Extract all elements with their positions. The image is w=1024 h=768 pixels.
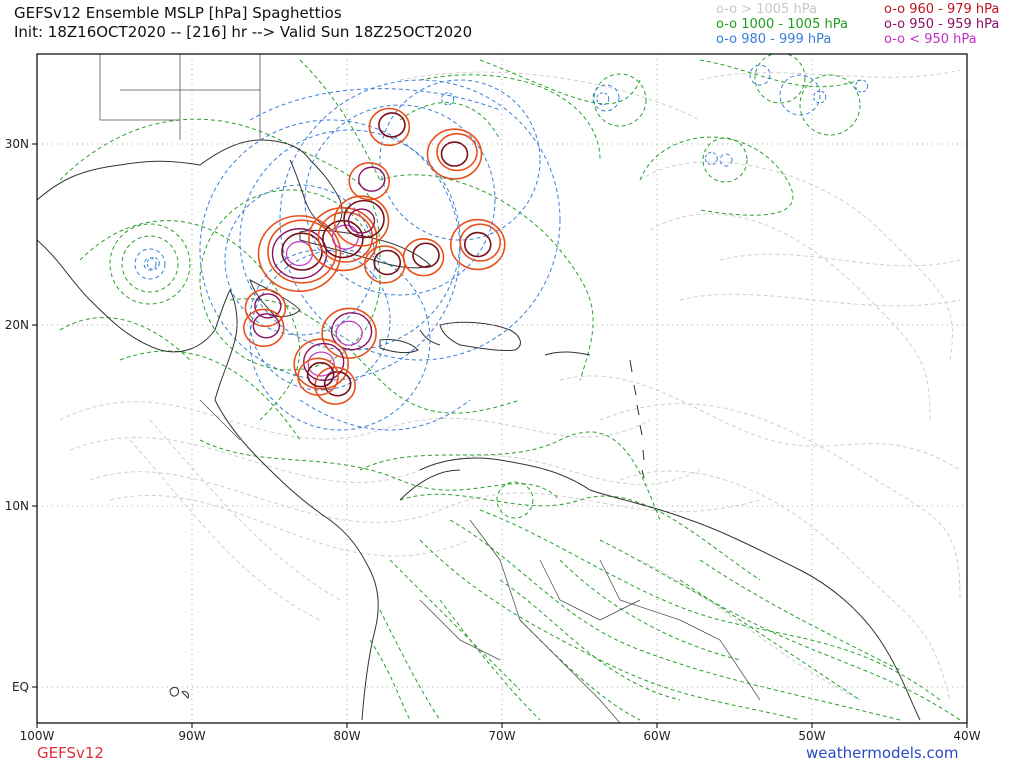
storm-ring-orange [348, 162, 391, 201]
storm-ring-purple [330, 312, 373, 351]
legend-item-960-979: o-o 960 - 979 hPa [884, 2, 1000, 17]
low-center-ring [813, 90, 827, 104]
storm-ring-dark [440, 141, 469, 167]
storm-ring-purple [347, 208, 376, 234]
lon-label-40w: 40W [953, 729, 980, 743]
storm-ring-orange [402, 238, 445, 277]
green-rings [109, 54, 861, 519]
storm-ring-purple [254, 293, 282, 319]
storm-ring-purple [271, 228, 328, 280]
storm-ring-magenta [307, 351, 335, 377]
storm-ring-dark [463, 231, 492, 258]
site-link[interactable]: weathermodels.com [806, 744, 959, 762]
legend-item-lt950: o-o < 950 hPa [884, 32, 977, 47]
lon-label-90w: 90W [178, 729, 205, 743]
storm-ring-orange [243, 308, 285, 348]
lon-label-50w: 50W [798, 729, 825, 743]
coastlines [37, 139, 921, 721]
map-title: GEFSv12 Ensemble MSLP [hPa] Spaghettios [14, 4, 342, 22]
storm-circles [146, 79, 869, 405]
legend-item-980-999: o-o 980 - 999 hPa [716, 32, 832, 47]
lat-label-10n: 10N [5, 499, 29, 513]
storm-ring-dark [373, 249, 402, 276]
storm-ring-purple [358, 166, 386, 192]
lon-label-80w: 80W [333, 729, 360, 743]
storm-ring-purple [252, 313, 281, 339]
storm-ring-orange [368, 107, 411, 147]
storm-ring-orange [267, 219, 337, 284]
low-center-ring [146, 256, 160, 270]
model-name: GEFSv12 [37, 744, 104, 762]
low-center-ring [596, 92, 610, 106]
lon-label-70w: 70W [488, 729, 515, 743]
storm-ring-purple [303, 342, 345, 382]
storm-ring-magenta [335, 320, 363, 346]
low-center-ring [855, 79, 869, 93]
legend-item-1000-1005: o-o 1000 - 1005 hPa [716, 17, 848, 32]
legend-item-950-959: o-o 950 - 959 hPa [884, 17, 1000, 32]
storm-ring-orange [436, 132, 478, 172]
storm-ring-orange [321, 307, 377, 359]
legend-right: o-o 960 - 979 hPa o-o 950 - 959 hPa o-o … [884, 2, 999, 47]
storm-ring-orange [297, 357, 339, 396]
tick-marks [32, 143, 968, 728]
storm-ring-orange [244, 288, 287, 328]
storm-ring-orange [308, 207, 378, 272]
lon-label-100w: 100W [20, 729, 55, 743]
lesser-antilles [169, 359, 645, 699]
storm-ring-dark [322, 219, 364, 259]
low-center-ring [441, 92, 455, 106]
storm-ring-orange [257, 215, 342, 293]
storm-ring-dark [412, 242, 440, 268]
storm-ring-dark [378, 112, 406, 138]
lat-label-20n: 20N [5, 318, 29, 332]
storm-ring-orange [293, 338, 350, 390]
storm-ring-orange [449, 218, 506, 271]
legend-left: o-o > 1005 hPa o-o 1000 - 1005 hPa o-o 9… [716, 2, 848, 47]
map-subtitle: Init: 18Z16OCT2020 -- [216] hr --> Valid… [14, 23, 473, 41]
storm-ring-dark [343, 199, 385, 239]
storm-ring-orange [426, 128, 483, 180]
lat-label-eq: EQ [12, 680, 29, 694]
lon-label-60w: 60W [643, 729, 670, 743]
storm-ring-orange [333, 195, 390, 247]
storm-ring-dark [306, 361, 335, 388]
map-title-block: GEFSv12 Ensemble MSLP [hPa] Spaghettios … [14, 4, 472, 42]
lat-label-30n: 30N [5, 137, 29, 151]
legend-item-gt1005: o-o > 1005 hPa [716, 2, 817, 17]
low-center-ring [704, 151, 718, 165]
graticule [37, 54, 967, 723]
map-background [37, 54, 967, 723]
blue-small-rings [134, 64, 821, 280]
borders [99, 54, 761, 723]
storm-ring-orange [459, 223, 502, 262]
storm-ring-dark [281, 232, 323, 271]
